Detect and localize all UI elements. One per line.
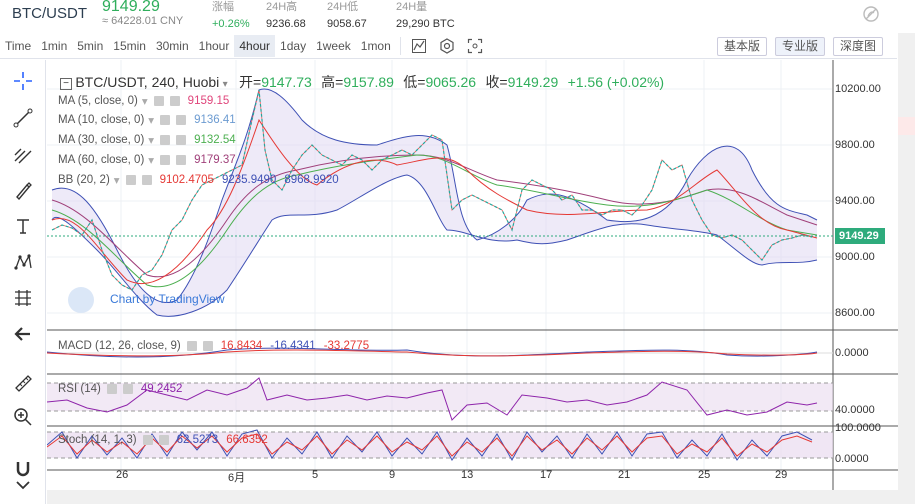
indicator-settings-icon[interactable] [125,175,136,185]
indicator-settings-icon[interactable] [160,115,171,125]
indicator-settings-icon[interactable] [160,155,171,165]
indicators-icon[interactable] [408,35,430,57]
timeframe-time[interactable]: Time [5,38,32,53]
indicator-remove-icon[interactable] [176,155,187,165]
x-axis-label: 9 [389,469,396,481]
pattern-tool-icon[interactable] [10,249,36,275]
x-axis-label: 26 [116,469,129,481]
rsi-axis-label: 40.0000 [835,404,875,416]
x-axis-label: 17 [540,469,553,481]
indicator-ma10[interactable]: MA (10, close, 0) ▾ 9136.41 [58,114,236,127]
x-axis-label: 21 [618,469,631,481]
indicator-ma60[interactable]: MA (60, close, 0) ▾ 9179.37 [58,154,236,167]
bottom-scrollbar[interactable] [47,490,898,504]
timeframe-1week[interactable]: 1week [316,38,351,53]
crosshair-icon[interactable] [10,68,36,94]
zoom-in-icon[interactable] [10,404,36,430]
fullscreen-icon[interactable] [464,35,486,57]
timeframe-1hour[interactable]: 1hour [198,38,230,53]
right-panel-marker [898,117,915,135]
timeframe-30min[interactable]: 30min [155,38,189,53]
indicator-remove-icon[interactable] [176,115,187,125]
ohlc-open: 9147.73 [261,74,312,90]
magnet-icon[interactable] [10,456,36,482]
stat-change: 涨幅 +0.26% [212,1,250,30]
current-price-tag: 9149.29 [835,228,885,244]
y-axis-label: 10200.00 [835,83,881,95]
indicator-ma5[interactable]: MA (5, close, 0) ▾ 9159.15 [58,95,230,108]
rsi-legend[interactable]: RSI (14) 49.2452 [58,383,183,395]
right-panel-edge [898,33,915,504]
back-arrow-icon[interactable] [10,321,36,347]
stoch-axis-top: 100.0000 [835,422,881,434]
tradingview-logo-icon [68,287,94,313]
timeframe-4hour[interactable]: 4hour [234,34,276,57]
ohlc-high: 9157.89 [343,74,394,90]
stat-24h-volume: 24H量 29,290 BTC [396,1,455,30]
y-axis-label: 9800.00 [835,139,875,151]
eye-off-icon[interactable] [861,4,881,24]
divider [399,36,401,55]
view-basic-button[interactable]: 基本版 [717,37,768,56]
ohlc-low: 9065.26 [425,74,477,90]
price-chart[interactable] [47,60,898,490]
cny-price: ≈ 64228.01 CNY [102,15,184,27]
indicator-remove-icon[interactable] [176,135,187,145]
stat-24h-low: 24H低 9058.67 [327,1,367,30]
chart-symbol-title: BTC/USDT, 240, Huobi [75,74,220,90]
y-axis-label: 9000.00 [835,251,875,263]
indicator-remove-icon[interactable] [141,175,152,185]
timeframe-1day[interactable]: 1day [280,38,307,53]
x-axis-label: 29 [775,469,788,481]
y-axis-label: 8600.00 [835,307,875,319]
macd-legend[interactable]: MACD (12, 26, close, 9) 16.8434 -16.4341 -3… [58,340,370,352]
last-price: 9149.29 [102,0,160,15]
ruler-icon[interactable] [10,370,36,396]
timeframe-1min[interactable]: 1min [41,38,68,53]
y-axis-label: 9400.00 [835,195,875,207]
x-axis-label: 5 [312,469,319,481]
timeframe-15min[interactable]: 15min [113,38,146,53]
timeframe-1mon[interactable]: 1mon [360,38,391,53]
pair-name[interactable]: BTC/USDT [12,5,87,22]
macd-axis-label: 0.0000 [835,347,869,359]
market-header: BTC/USDT 9149.29 ≈ 64228.01 CNY 涨幅 +0.26%… [0,0,915,32]
drawing-toolbar [0,60,46,504]
stat-24h-high: 24H高 9236.68 [266,1,306,30]
x-axis-label: 6月 [228,472,246,484]
tradingview-watermark[interactable]: Chart by TradingView [110,292,225,306]
chart-legend: − BTC/USDT, 240, Huobi ▾ 开=9147.73 高=915… [60,72,664,92]
ohlc-close: 9149.29 [507,74,559,90]
expand-tools-icon[interactable] [10,478,36,492]
text-tool-icon[interactable] [10,213,36,239]
ohlc-change: +1.56 (+0.02%) [567,74,665,90]
fib-tools-icon[interactable] [10,142,36,168]
timeframe-5min[interactable]: 5min [77,38,104,53]
settings-icon[interactable] [436,35,458,57]
stoch-axis-bottom: 0.0000 [835,453,869,465]
indicator-settings-icon[interactable] [153,96,164,106]
indicator-remove-icon[interactable] [169,96,180,106]
indicator-settings-icon[interactable] [160,135,171,145]
view-depth-button[interactable]: 深度图 [833,37,884,56]
x-axis-label: 13 [461,469,474,481]
view-pro-button[interactable]: 专业版 [775,37,826,56]
trend-line-icon[interactable] [10,105,36,131]
x-axis-label: 25 [698,469,711,481]
collapse-legend-icon[interactable]: − [60,77,72,90]
brush-icon[interactable] [10,177,36,203]
dropdown-icon[interactable]: ▾ [222,79,228,90]
indicator-ma30[interactable]: MA (30, close, 0) ▾ 9132.54 [58,134,236,147]
prediction-tool-icon[interactable] [10,285,36,311]
stoch-legend[interactable]: Stoch (14, 1, 3) 62.5273 66.6352 [58,434,268,446]
indicator-bb[interactable]: BB (20, 2) ▾ 9102.4705 9235.9490 8968.9920 [58,174,339,187]
